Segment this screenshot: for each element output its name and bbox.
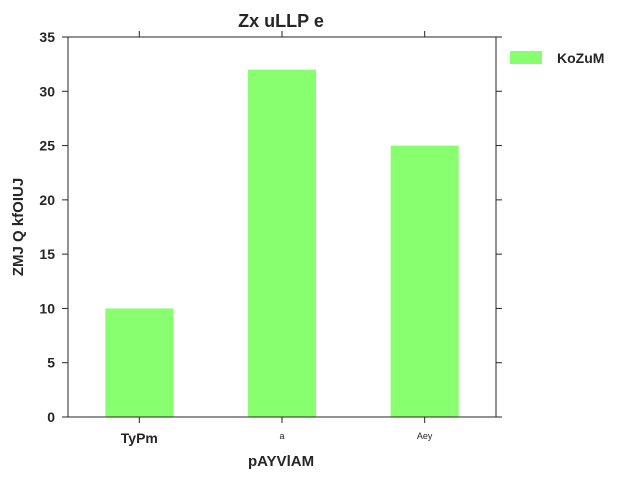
legend-label: KoZuM bbox=[557, 50, 604, 66]
y-tick-label: 25 bbox=[39, 138, 55, 154]
bar-typm bbox=[105, 308, 174, 417]
y-tick-label: 15 bbox=[39, 246, 55, 262]
y-tick-label: 0 bbox=[47, 409, 55, 425]
x-tick-label: TyPm bbox=[121, 430, 158, 446]
chart-title: Zx uLLP e bbox=[238, 11, 324, 31]
y-tick-label: 20 bbox=[39, 192, 55, 208]
legend-swatch bbox=[510, 51, 542, 64]
ticks-layer: 0 5 10 15 20 25 30 35 TyPm a Aey bbox=[39, 29, 502, 446]
legend: KoZuM bbox=[510, 50, 604, 66]
x-axis-label: pAYVlAM bbox=[248, 453, 314, 470]
y-axis-label: ZMJ Q kfOIUJ bbox=[10, 178, 27, 276]
y-tick-label: 5 bbox=[47, 355, 55, 371]
bar-aey bbox=[390, 145, 459, 418]
x-tick-label: Aey bbox=[417, 431, 433, 441]
y-tick-label: 35 bbox=[39, 29, 55, 45]
x-tick-label: a bbox=[279, 431, 284, 441]
y-tick-label: 10 bbox=[39, 300, 55, 316]
bar-a bbox=[248, 69, 316, 418]
y-tick-label: 30 bbox=[39, 83, 55, 99]
bars-layer bbox=[105, 69, 459, 418]
